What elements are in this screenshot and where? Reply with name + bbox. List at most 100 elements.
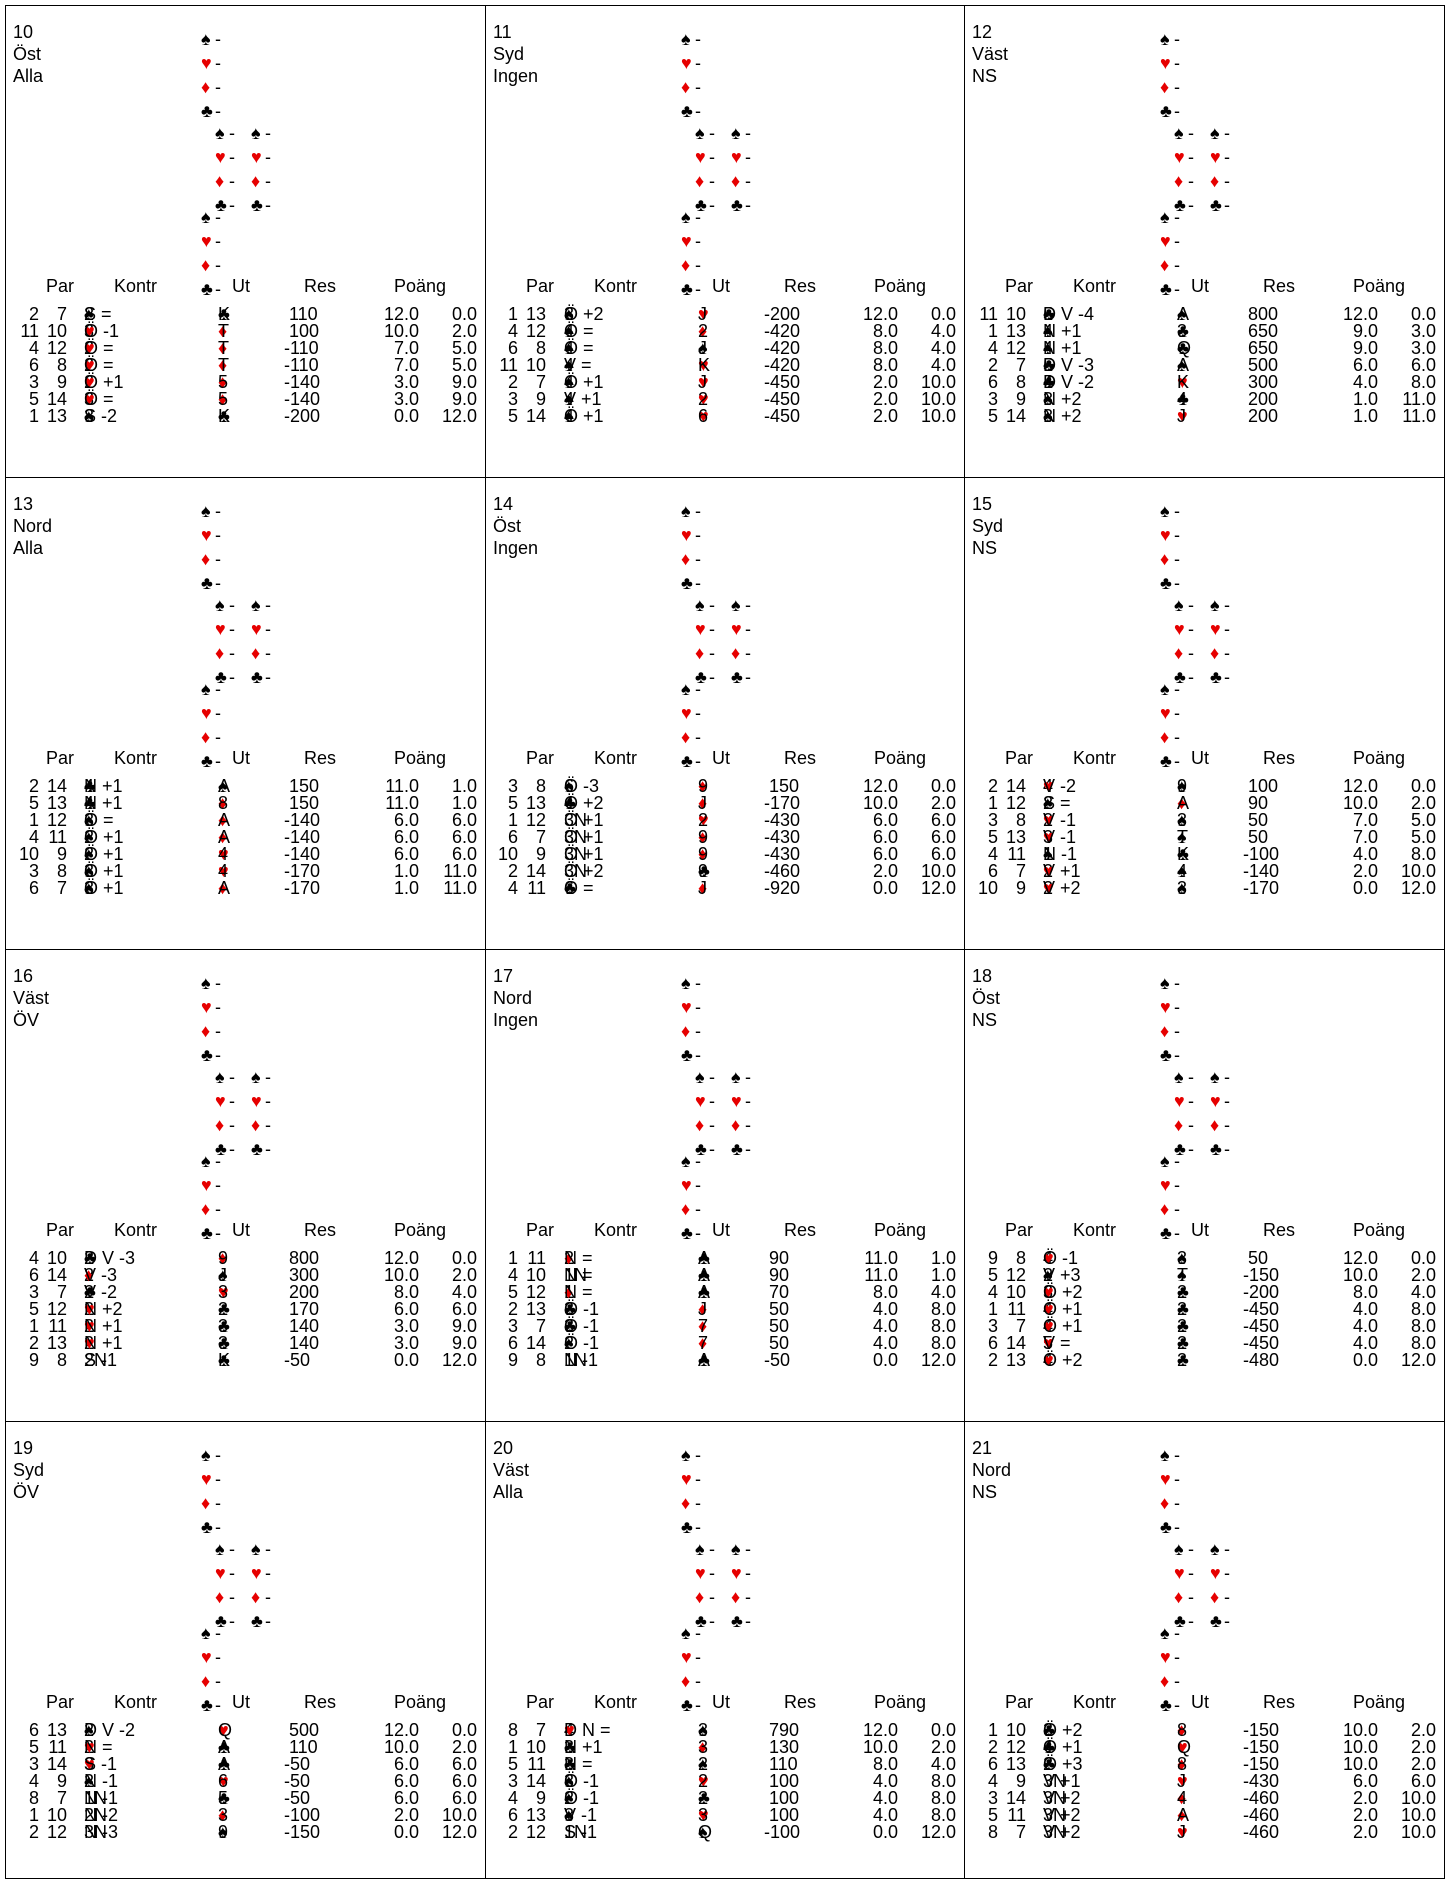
pair-ns: 11 bbox=[979, 304, 998, 324]
pair-ew: 12 bbox=[525, 1282, 546, 1302]
hand-line: ♥ - bbox=[1174, 617, 1214, 641]
hand-line: ♠ - bbox=[1160, 1621, 1200, 1645]
result-row: 2 12 3N N -3 ♠ 9 -150 0.0 12.0 bbox=[6, 1823, 485, 1841]
hand-cards: - bbox=[709, 1539, 715, 1559]
pair-ns: 3 bbox=[507, 1316, 518, 1336]
lead-card: 8 bbox=[1177, 1754, 1188, 1774]
suit-icon: ♠ bbox=[681, 207, 691, 227]
pair-ew: 14 bbox=[525, 1771, 546, 1791]
result-score: 100 bbox=[769, 1788, 800, 1808]
hand-line: ♠ - bbox=[731, 1065, 771, 1089]
hand-line: ♦ - bbox=[731, 169, 771, 193]
board-number: 16 bbox=[13, 966, 34, 986]
pair-ew: 13 bbox=[1005, 1754, 1026, 1774]
hand-line: ♥ - bbox=[731, 1561, 771, 1585]
suit-icon: ♦ bbox=[1174, 1115, 1184, 1135]
suit-icon: ♣ bbox=[564, 878, 576, 898]
suit-icon: ♠ bbox=[564, 338, 574, 358]
suit-icon: ♠ bbox=[1174, 123, 1184, 143]
suit-icon: ♥ bbox=[1160, 1647, 1171, 1667]
hand-cards: - bbox=[265, 643, 271, 663]
contract-declarer: Ö +2 bbox=[1043, 1282, 1083, 1302]
contract-declarer: D V -2 bbox=[1043, 372, 1095, 392]
hand-cards: - bbox=[215, 997, 221, 1017]
hand-line: ♠ - bbox=[251, 1537, 291, 1561]
result-row: 3 8 2 ♥ V -1 ♠ 3 50 7.0 5.0 bbox=[965, 810, 1444, 830]
result-score: 50 bbox=[1248, 827, 1269, 847]
contract-level: 2 bbox=[84, 1282, 95, 1302]
pair-ew: 7 bbox=[56, 878, 67, 898]
points-ew: 8.0 bbox=[1410, 372, 1436, 392]
points-ew: 3.0 bbox=[1410, 321, 1436, 341]
points-ns: 6.0 bbox=[393, 1788, 419, 1808]
lead-card: 9 bbox=[698, 776, 709, 796]
hand-cards: - bbox=[215, 77, 221, 97]
result-score: -50 bbox=[284, 1788, 311, 1808]
contract-level: 3 bbox=[84, 321, 95, 341]
suit-icon: ♥ bbox=[201, 53, 212, 73]
result-score: -170 bbox=[284, 878, 321, 898]
contract-declarer: Ö = bbox=[564, 878, 594, 898]
pair-ew: 8 bbox=[1015, 810, 1026, 830]
hand-cards: - bbox=[229, 1563, 235, 1583]
lead-card: 3 bbox=[698, 1737, 709, 1757]
hand-cards: - bbox=[1224, 1539, 1230, 1559]
pair-ew: 8 bbox=[535, 776, 546, 796]
suit-icon: ♣ bbox=[681, 1517, 693, 1537]
header-kontr: Kontr bbox=[1073, 276, 1117, 296]
result-row: 6 8 2 ♥ Ö = ♦ T -110 7.0 5.0 bbox=[6, 356, 485, 374]
pair-ew: 14 bbox=[46, 389, 67, 409]
contract-declarer: D V -4 bbox=[1043, 304, 1095, 324]
suit-icon: ♠ bbox=[698, 1720, 708, 1740]
contract-declarer: Ö +1 bbox=[1043, 1299, 1083, 1319]
points-ns: 0.0 bbox=[872, 1822, 898, 1842]
deal-diagram: ♠ - ♥ - ♦ - ♣ - ♠ - ♥ - ♦ - ♣ - ♠ - ♥ - ♦ - ♣ - ♠ - ♥ - ♦ - ♣ - bbox=[6, 1422, 485, 1715]
contract-declarer: Ö +1 bbox=[564, 372, 604, 392]
suit-icon: ♦ bbox=[681, 77, 691, 97]
pair-ns: 2 bbox=[987, 1350, 998, 1370]
header-par: Par bbox=[1005, 1220, 1034, 1240]
suit-icon: ♦ bbox=[681, 1493, 691, 1513]
hand-line: ♦ - bbox=[731, 641, 771, 665]
hand-east: ♠ - ♥ - ♦ - ♣ - bbox=[1210, 1537, 1250, 1633]
contract-level: 1N bbox=[564, 1350, 588, 1370]
contract-level: 4 bbox=[1043, 1299, 1054, 1319]
result-row: 1 13 4 ♠ N +1 ♣ 3 650 9.0 3.0 bbox=[965, 321, 1444, 341]
hand-cards: - bbox=[695, 1045, 701, 1065]
points-ns: 3.0 bbox=[393, 1316, 419, 1336]
suit-icon: ♥ bbox=[215, 147, 226, 167]
contract-declarer: Ö +1 bbox=[564, 406, 604, 426]
suit-icon: ♠ bbox=[698, 338, 708, 358]
hand-line: ♠ - bbox=[681, 205, 721, 229]
hand-cards: - bbox=[745, 1611, 751, 1631]
lead-card: 5 bbox=[218, 372, 229, 392]
pair-ns: 8 bbox=[987, 1822, 998, 1842]
hand-line: ♣ - bbox=[681, 277, 721, 301]
lead-card: 5 bbox=[218, 1788, 229, 1808]
hand-line: ♥ - bbox=[215, 1089, 255, 1113]
hand-line: ♣ - bbox=[681, 99, 721, 123]
hand-line: ♣ - bbox=[201, 1043, 241, 1067]
result-row: 1 10 3 ♣ Ö +2 ♦ 8 -150 10.0 2.0 bbox=[965, 1721, 1444, 1739]
suit-icon: ♦ bbox=[218, 389, 228, 409]
points-ns: 6.0 bbox=[872, 810, 898, 830]
suit-icon: ♣ bbox=[681, 751, 693, 771]
points-ew: 12.0 bbox=[920, 1822, 956, 1842]
result-score: 100 bbox=[769, 1771, 800, 1791]
points-ew: 0.0 bbox=[930, 776, 956, 796]
points-ns: 12.0 bbox=[383, 1720, 419, 1740]
lead-card: T bbox=[218, 338, 229, 358]
points-ew: 1.0 bbox=[930, 1248, 956, 1268]
suit-icon: ♣ bbox=[564, 1737, 576, 1757]
hand-cards: - bbox=[709, 1115, 715, 1135]
suit-icon: ♥ bbox=[215, 1563, 226, 1583]
pair-ew: 11 bbox=[527, 1248, 546, 1268]
contract-declarer: Ö +1 bbox=[84, 878, 124, 898]
pair-ew: 13 bbox=[46, 1333, 67, 1353]
contract-declarer: N +1 bbox=[84, 776, 123, 796]
hand-cards: - bbox=[1224, 1115, 1230, 1135]
suit-icon: ♥ bbox=[1210, 147, 1221, 167]
result-row: 2 14 3N Ö +2 ♣ 9 -460 2.0 10.0 bbox=[486, 862, 964, 880]
result-score: 90 bbox=[1248, 793, 1269, 813]
hand-line: ♥ - bbox=[201, 1645, 241, 1669]
